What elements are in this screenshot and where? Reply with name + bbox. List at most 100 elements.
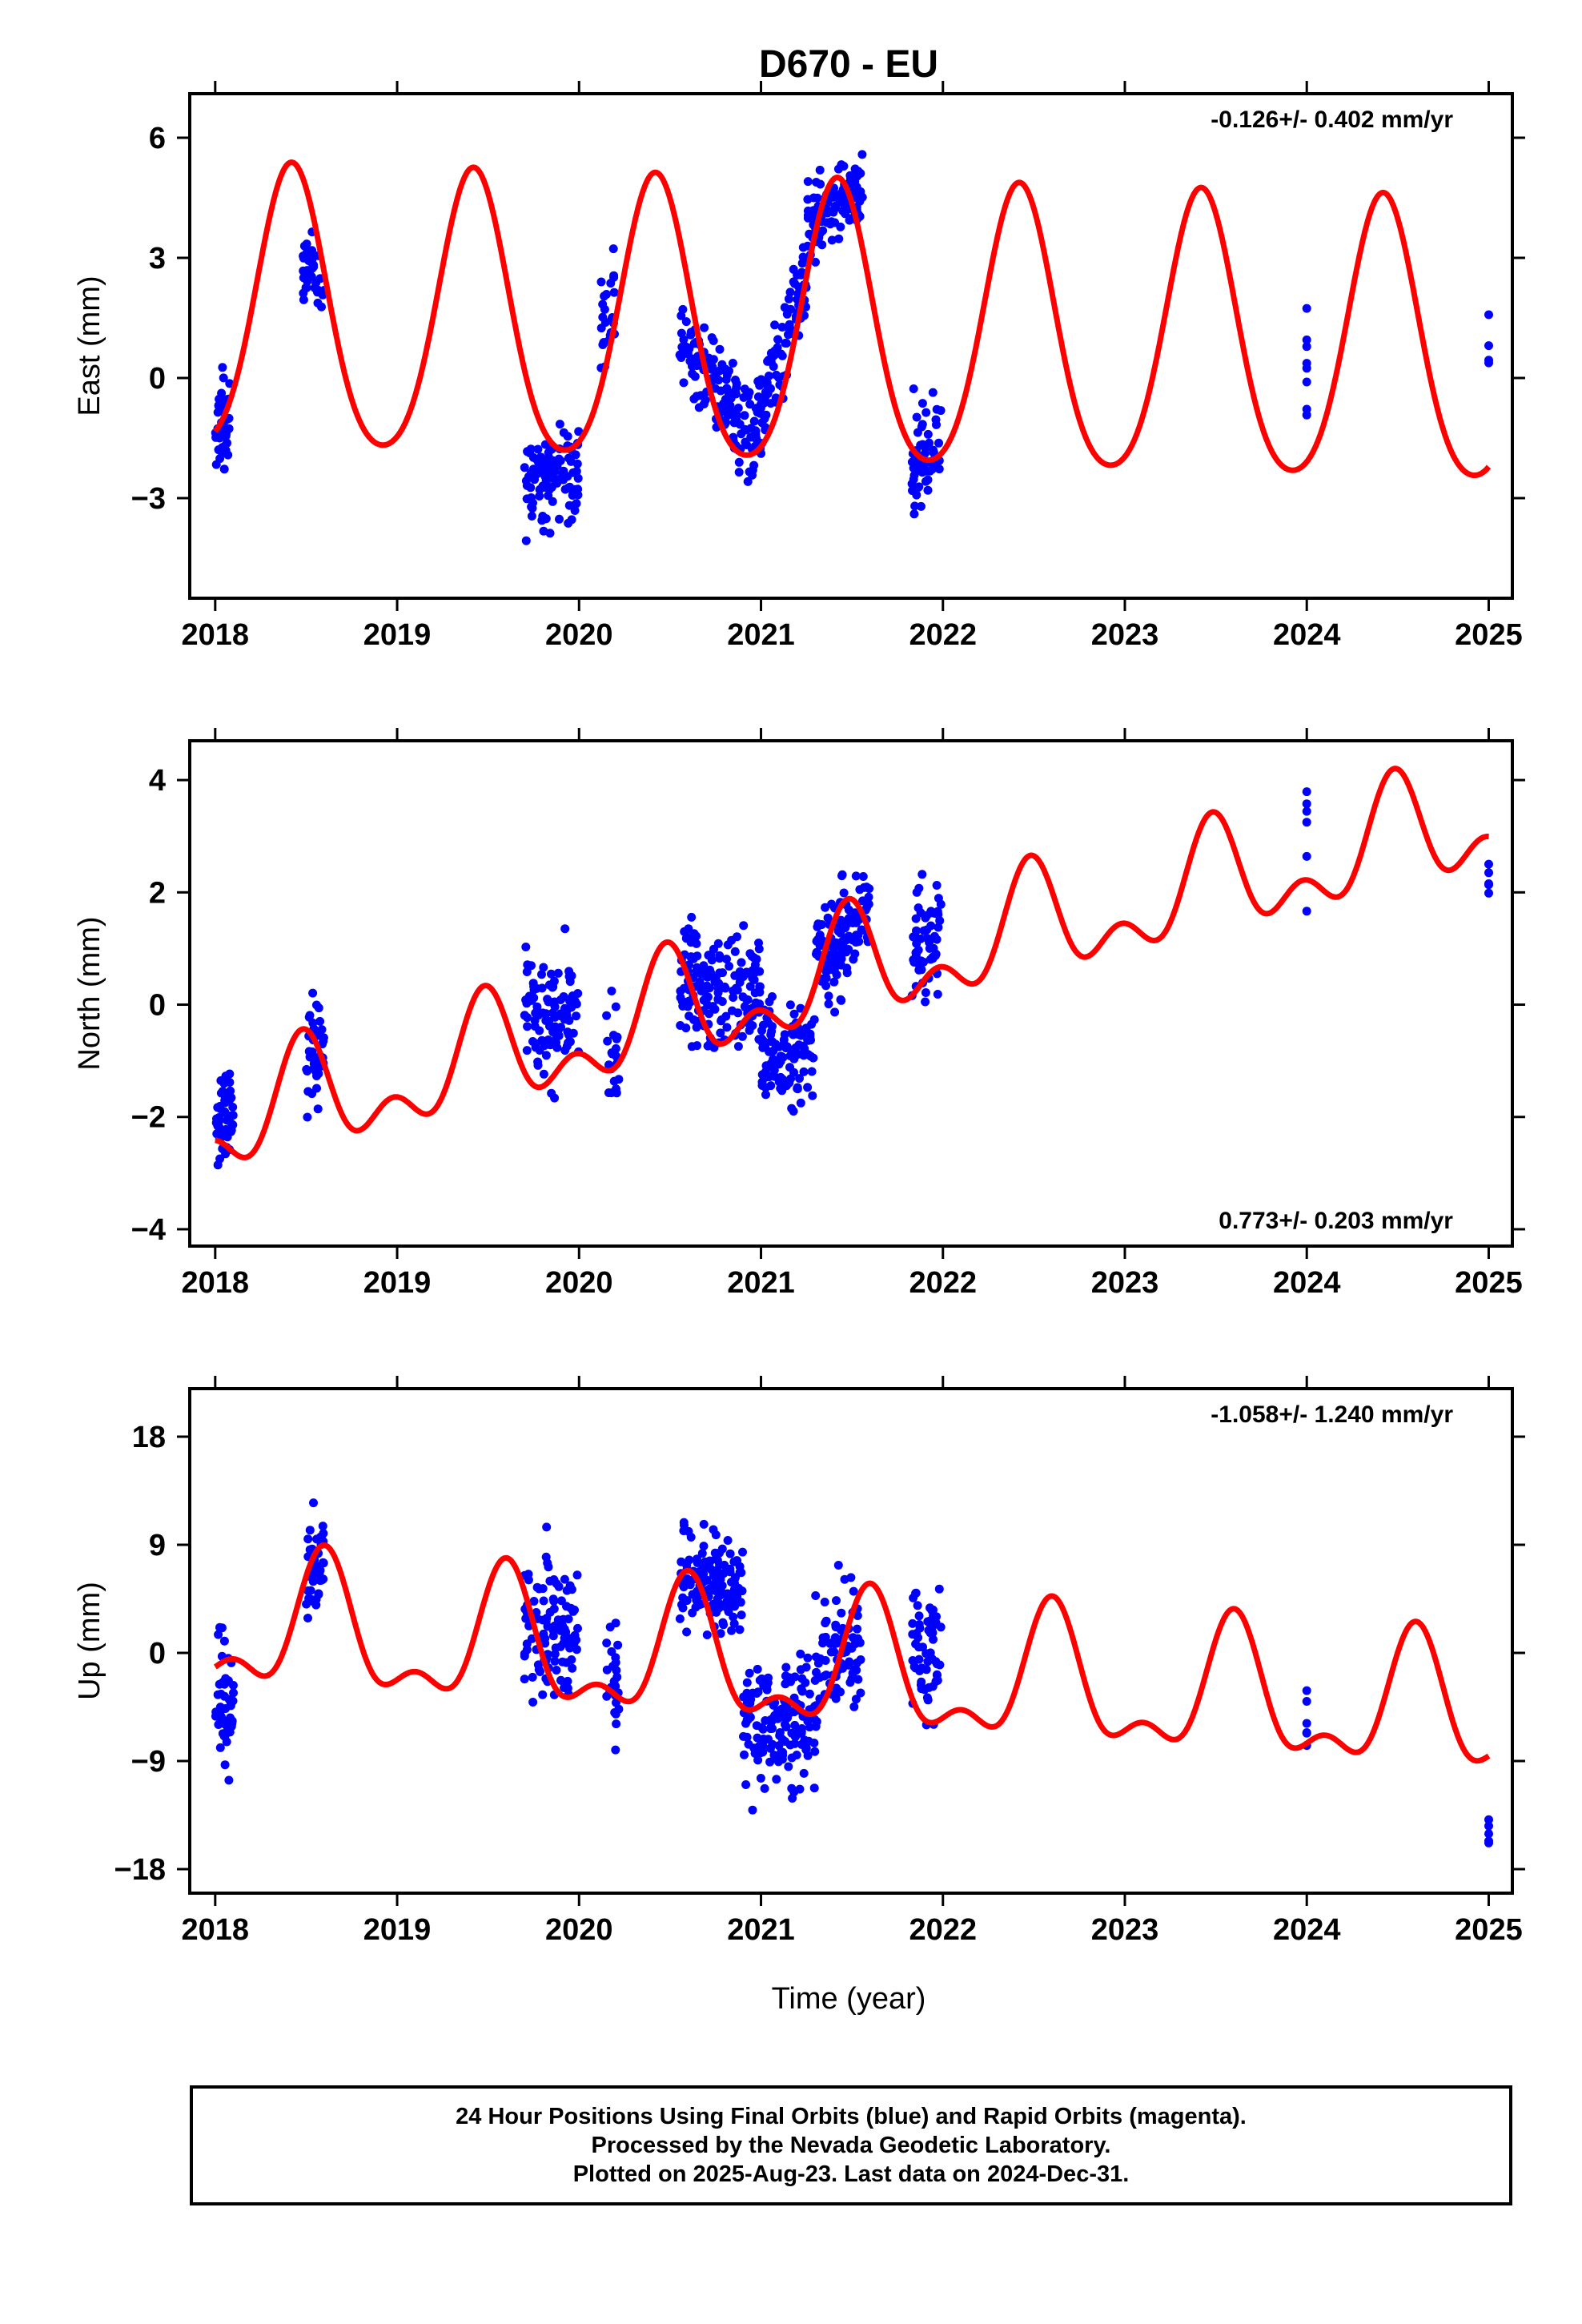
data-point xyxy=(733,932,741,942)
data-point xyxy=(717,1015,726,1024)
data-point xyxy=(1302,799,1311,809)
data-point xyxy=(719,399,729,408)
data-point xyxy=(723,1536,733,1545)
data-point xyxy=(935,916,945,926)
chart-title: D670 - EU xyxy=(759,43,938,86)
data-point xyxy=(914,883,924,893)
data-point xyxy=(602,1638,612,1648)
data-point xyxy=(820,1671,829,1681)
data-point xyxy=(532,1002,542,1011)
data-point xyxy=(572,499,581,509)
data-point xyxy=(317,1575,327,1585)
data-point xyxy=(214,1630,223,1639)
data-point xyxy=(914,965,924,975)
panel-east: 2018 2019 2020 2021 2022 2023 2024 2025 −3 0 3 6 Eas… xyxy=(73,81,1525,652)
y-tick-label: 2 xyxy=(149,876,166,910)
data-point xyxy=(837,870,847,879)
data-point xyxy=(533,1660,543,1670)
data-point xyxy=(1302,404,1311,414)
x-tick-label: 2020 xyxy=(545,618,613,652)
data-point xyxy=(916,956,926,966)
data-point xyxy=(809,1015,819,1024)
data-point xyxy=(699,1542,709,1551)
data-point xyxy=(925,438,934,448)
data-point xyxy=(563,1683,572,1693)
data-point xyxy=(921,988,930,997)
data-point xyxy=(734,457,744,467)
data-point xyxy=(560,992,569,1002)
data-point xyxy=(307,272,316,281)
data-point xyxy=(811,257,820,267)
data-point xyxy=(837,937,847,947)
data-point xyxy=(226,1713,235,1723)
data-point xyxy=(769,1055,778,1064)
y-tick-label: 18 xyxy=(132,1421,166,1454)
data-point xyxy=(742,1678,752,1687)
data-point xyxy=(769,352,778,361)
data-point xyxy=(935,1660,945,1670)
data-point xyxy=(312,1072,321,1080)
data-point xyxy=(924,1683,934,1692)
data-point xyxy=(303,255,313,265)
data-point xyxy=(750,967,760,977)
data-point xyxy=(681,317,691,327)
data-point xyxy=(851,871,861,881)
footer-line-3: Plotted on 2025-Aug-23. Last data on 202… xyxy=(572,2161,1130,2187)
data-point xyxy=(223,1132,232,1142)
y-tick-label: 0 xyxy=(149,989,166,1023)
data-point xyxy=(523,1013,532,1023)
data-point xyxy=(836,928,845,938)
data-point xyxy=(612,1088,621,1098)
data-point xyxy=(559,466,568,476)
data-point xyxy=(856,1655,865,1664)
data-point xyxy=(917,399,927,408)
data-point xyxy=(686,328,696,337)
data-point xyxy=(731,376,740,384)
data-point xyxy=(832,970,841,979)
data-point xyxy=(727,1626,737,1635)
data-point xyxy=(675,1614,685,1623)
data-point xyxy=(574,427,584,436)
data-point xyxy=(299,273,308,283)
data-point xyxy=(932,881,942,890)
data-point xyxy=(913,1633,923,1642)
y-tick-label: 3 xyxy=(149,242,166,275)
data-point xyxy=(730,1574,740,1584)
data-point xyxy=(677,1557,686,1566)
data-point xyxy=(750,988,760,998)
data-point xyxy=(761,1083,770,1092)
footer-line-2: Processed by the Nevada Geodetic Laborat… xyxy=(591,2133,1111,2158)
data-point xyxy=(923,1695,933,1705)
data-point xyxy=(221,1674,231,1683)
data-point xyxy=(742,1732,752,1742)
data-point xyxy=(556,1626,565,1635)
data-point xyxy=(695,977,705,987)
data-point xyxy=(829,977,839,987)
data-point xyxy=(783,323,793,332)
data-point xyxy=(530,475,540,485)
data-point xyxy=(926,907,936,916)
data-point xyxy=(522,967,532,976)
data-point xyxy=(224,1775,234,1785)
data-point xyxy=(759,1042,769,1051)
data-point xyxy=(753,1755,763,1765)
data-point xyxy=(305,1526,315,1535)
data-point xyxy=(711,1530,721,1540)
data-point xyxy=(764,372,773,380)
data-point xyxy=(571,450,580,460)
data-point xyxy=(909,475,918,485)
data-point xyxy=(737,958,746,967)
data-point xyxy=(556,1675,565,1685)
data-point xyxy=(722,955,731,964)
data-point xyxy=(748,1805,757,1815)
data-point xyxy=(549,976,559,986)
data-point xyxy=(853,1624,862,1634)
data-point xyxy=(538,1690,548,1699)
data-point xyxy=(797,259,807,268)
data-point xyxy=(739,921,749,931)
data-point xyxy=(679,1518,689,1527)
data-point xyxy=(537,516,547,525)
data-point xyxy=(757,1070,767,1080)
data-point xyxy=(540,1638,550,1648)
data-point xyxy=(858,872,868,881)
